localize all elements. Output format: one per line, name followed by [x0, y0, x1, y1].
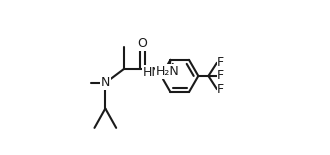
- Text: F: F: [217, 83, 224, 96]
- Text: HN: HN: [143, 66, 161, 79]
- Text: H₂N: H₂N: [155, 65, 179, 78]
- Text: F: F: [217, 56, 224, 69]
- Text: F: F: [217, 69, 224, 82]
- Text: N: N: [101, 76, 110, 89]
- Text: O: O: [138, 37, 148, 50]
